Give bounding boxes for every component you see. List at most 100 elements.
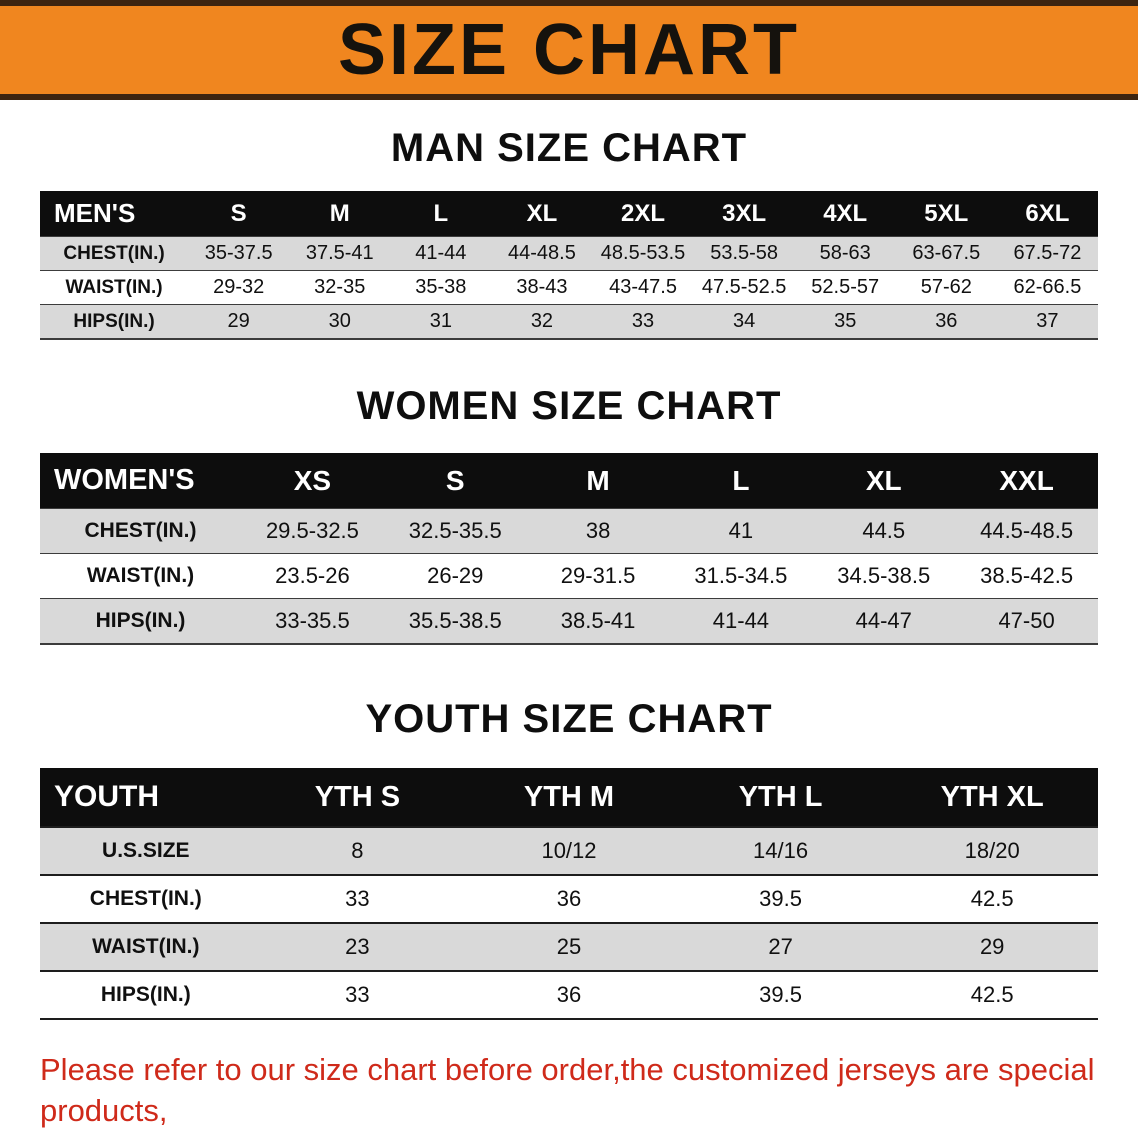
measurement-row: CHEST(IN.) 35-37.5 37.5-41 41-44 44-48.5 48.5… — [40, 236, 1098, 271]
measurement-value: 41-44 — [712, 608, 770, 633]
size-column-header: M — [289, 191, 391, 237]
measurement-value: 37 — [1036, 310, 1059, 332]
measurement-value: 41-44 — [415, 242, 467, 264]
measurement-value: 29.5-32.5 — [265, 518, 359, 543]
measurement-value: 37.5-41 — [305, 242, 374, 264]
measurement-row: HIPS(IN.) 33-35.5 35.5-38.5 38.5-41 41-44 44-… — [40, 598, 1098, 644]
measurement-value: 36 — [556, 886, 582, 911]
measurement-value: 52.5-57 — [811, 276, 880, 298]
women-section-heading: WOMEN SIZE CHART — [356, 384, 782, 428]
measurement-value: 47.5-52.5 — [701, 276, 787, 298]
measurement-value: 10/12 — [541, 838, 597, 863]
measurement-row: CHEST(IN.) 33 36 39.5 42.5 — [40, 875, 1098, 923]
measurement-value: 34 — [733, 310, 756, 332]
measurement-value: 26-29 — [427, 563, 484, 588]
measurement-value: 23.5-26 — [275, 563, 350, 588]
header-row: MEN'S S M L XL 2XL 3XL 4XL 5XL 6XL — [40, 191, 1098, 237]
measurement-value: 44-47 — [855, 608, 912, 633]
measurement-value: 48.5-53.5 — [600, 242, 686, 264]
measurement-value: 29-31.5 — [560, 563, 636, 588]
measurement-value: 47-50 — [998, 608, 1055, 633]
size-column-header: YTH M — [463, 768, 675, 827]
measurement-value: 23 — [345, 934, 370, 959]
size-table: WOMEN'S XS S M L XL XXL CHEST(IN.) 29.5-32.5 32.5… — [40, 453, 1098, 645]
size-column-header: 3XL — [693, 191, 795, 237]
youth-size-table: YOUTH YTH S YTH M YTH L YTH XL U.S.SIZE 8 10/12… — [40, 768, 1098, 1020]
header-row: YOUTH YTH S YTH M YTH L YTH XL — [40, 768, 1098, 827]
size-column-header: XL — [491, 191, 593, 237]
measurement-value: 33 — [345, 982, 370, 1007]
measurement-value: 32.5-35.5 — [408, 518, 502, 543]
measurement-value: 35 — [834, 310, 857, 332]
size-column-header: YTH S — [251, 768, 464, 827]
measurement-value: 35-37.5 — [204, 242, 273, 264]
measurement-label: HIPS(IN.) — [73, 310, 155, 332]
size-column-header: L — [390, 191, 492, 237]
size-table: MEN'S S M L XL 2XL 3XL 4XL 5XL 6XL CHEST(IN.) 35-37… — [40, 191, 1098, 340]
measurement-value: 29 — [979, 934, 1005, 959]
measurement-value: 32-35 — [314, 276, 366, 298]
measurement-value: 38 — [585, 518, 611, 543]
disclaimer-line-1: Please refer to our size chart before or… — [40, 1052, 1095, 1128]
measurement-value: 27 — [768, 934, 793, 959]
measurement-value: 33 — [631, 310, 655, 332]
measurement-row: WAIST(IN.) 29-32 32-35 35-38 38-43 43-47.5 47.… — [40, 270, 1098, 305]
size-column-header: 5XL — [895, 191, 997, 237]
measurement-value: 39.5 — [759, 982, 802, 1007]
measurement-value: 29 — [227, 310, 250, 332]
youth-section: YOUTH SIZE CHART YOUTH YTH S YTH M YTH L YTH… — [0, 697, 1138, 1020]
measurement-value: 18/20 — [964, 838, 1020, 863]
measurement-value: 44.5-48.5 — [980, 518, 1074, 543]
measurement-value: 33 — [345, 886, 370, 911]
measurement-value: 33-35.5 — [275, 608, 350, 633]
measurement-value: 35.5-38.5 — [408, 608, 502, 633]
header-row: WOMEN'S XS S M L XL XXL — [40, 453, 1098, 509]
size-column-header: 4XL — [794, 191, 896, 237]
banner: SIZE CHART — [0, 0, 1138, 100]
measurement-value: 44.5 — [862, 518, 906, 543]
measurement-row: HIPS(IN.) 33 36 39.5 42.5 — [40, 971, 1098, 1019]
measurement-value: 44-48.5 — [508, 242, 576, 264]
measurement-value: 62-66.5 — [1013, 276, 1082, 298]
men-section: MAN SIZE CHART MEN'S S M L XL 2XL 3XL 4XL 5XL 6XL… — [0, 126, 1138, 340]
size-column-header: YTH L — [674, 768, 887, 827]
size-column-header: S — [188, 191, 290, 237]
disclaimer: Please refer to our size chart before or… — [40, 1050, 1098, 1132]
measurement-value: 42.5 — [970, 886, 1014, 911]
size-column-header: YTH XL — [886, 768, 1098, 827]
measurement-value: 31.5-34.5 — [694, 563, 788, 588]
size-column-header: XS — [241, 453, 384, 509]
measurement-value: 38-43 — [516, 276, 568, 298]
men-section-heading: MAN SIZE CHART — [390, 126, 748, 170]
measurement-value: 30 — [328, 310, 351, 332]
measurement-value: 63-67.5 — [912, 242, 981, 264]
measurement-value: 67.5-72 — [1013, 242, 1082, 264]
measurement-label: CHEST(IN.) — [63, 242, 165, 264]
measurement-row: WAIST(IN.) 23.5-26 26-29 29-31.5 31.5-34.5 34… — [40, 553, 1098, 599]
table-group-label: MEN'S — [40, 191, 189, 237]
measurement-value: 58-63 — [819, 242, 871, 264]
measurement-label: HIPS(IN.) — [95, 609, 186, 632]
measurement-label: U.S.SIZE — [102, 839, 190, 862]
size-column-header: 2XL — [592, 191, 694, 237]
measurement-row: CHEST(IN.) 29.5-32.5 32.5-35.5 38 41 44.5 44.5… — [40, 508, 1098, 554]
measurement-value: 31 — [429, 310, 452, 332]
women-section: WOMEN SIZE CHART WOMEN'S XS S M L XL XXL CHEST(… — [0, 384, 1138, 645]
measurement-value: 14/16 — [753, 838, 809, 863]
measurement-value: 42.5 — [970, 982, 1014, 1007]
measurement-label: HIPS(IN.) — [100, 983, 191, 1006]
size-column-header: 6XL — [996, 191, 1098, 237]
youth-section-heading: YOUTH SIZE CHART — [365, 697, 773, 741]
men-size-table: MEN'S S M L XL 2XL 3XL 4XL 5XL 6XL CHEST(IN.) 35-37… — [40, 191, 1098, 340]
measurement-label: WAIST(IN.) — [86, 564, 195, 587]
size-column-header: XXL — [955, 453, 1098, 509]
women-size-table: WOMEN'S XS S M L XL XXL CHEST(IN.) 29.5-32.5 32.5… — [40, 453, 1098, 645]
measurement-label: CHEST(IN.) — [84, 519, 197, 542]
table-group-label: WOMEN'S — [40, 453, 242, 509]
measurement-value: 29-32 — [213, 276, 265, 298]
measurement-value: 36 — [935, 310, 958, 332]
size-column-header: M — [526, 453, 670, 509]
measurement-value: 25 — [556, 934, 582, 959]
measurement-value: 36 — [556, 982, 582, 1007]
